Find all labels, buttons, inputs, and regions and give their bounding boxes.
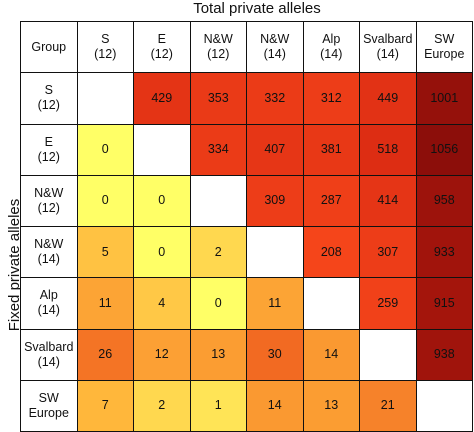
heatmap-grid: Group S (12) E (12) N&W (12) N&W (14) Alp (14… <box>20 21 473 432</box>
upper-value-cell: 449 <box>360 73 417 125</box>
empty-diagonal-cell <box>77 73 134 125</box>
lower-value-cell: 0 <box>190 278 247 330</box>
lower-value-cell: 11 <box>247 278 304 330</box>
lower-value-cell: 14 <box>303 329 360 381</box>
lower-value-cell: 0 <box>77 175 134 227</box>
lower-value-cell: 0 <box>134 175 191 227</box>
row-header: S (12) <box>21 73 78 125</box>
lower-value-cell: 7 <box>77 380 134 432</box>
upper-value-cell: 938 <box>416 329 473 381</box>
upper-value-cell: 407 <box>247 124 304 176</box>
empty-diagonal-cell <box>416 380 473 432</box>
empty-diagonal-cell <box>303 278 360 330</box>
column-header: N&W (12) <box>190 22 247 74</box>
upper-value-cell: 1001 <box>416 73 473 125</box>
upper-value-cell: 381 <box>303 124 360 176</box>
empty-diagonal-cell <box>360 329 417 381</box>
row-header: Alp (14) <box>21 278 78 330</box>
empty-diagonal-cell <box>190 175 247 227</box>
upper-value-cell: 915 <box>416 278 473 330</box>
upper-value-cell: 958 <box>416 175 473 227</box>
lower-value-cell: 30 <box>247 329 304 381</box>
row-header: Svalbard (14) <box>21 329 78 381</box>
corner-label: Group <box>21 22 78 74</box>
column-header: SW Europe <box>416 22 473 74</box>
lower-value-cell: 12 <box>134 329 191 381</box>
lower-value-cell: 4 <box>134 278 191 330</box>
upper-value-cell: 518 <box>360 124 417 176</box>
column-header: Svalbard (14) <box>360 22 417 74</box>
lower-value-cell: 11 <box>77 278 134 330</box>
upper-value-cell: 334 <box>190 124 247 176</box>
upper-value-cell: 332 <box>247 73 304 125</box>
upper-value-cell: 414 <box>360 175 417 227</box>
upper-value-cell: 307 <box>360 227 417 279</box>
upper-value-cell: 208 <box>303 227 360 279</box>
upper-value-cell: 429 <box>134 73 191 125</box>
column-header: E (12) <box>134 22 191 74</box>
lower-value-cell: 2 <box>134 380 191 432</box>
lower-value-cell: 13 <box>190 329 247 381</box>
column-header: Alp (14) <box>303 22 360 74</box>
upper-value-cell: 259 <box>360 278 417 330</box>
lower-value-cell: 13 <box>303 380 360 432</box>
upper-value-cell: 933 <box>416 227 473 279</box>
lower-value-cell: 5 <box>77 227 134 279</box>
row-header: N&W (12) <box>21 175 78 227</box>
upper-value-cell: 309 <box>247 175 304 227</box>
upper-value-cell: 312 <box>303 73 360 125</box>
empty-diagonal-cell <box>247 227 304 279</box>
row-header: N&W (14) <box>21 227 78 279</box>
lower-value-cell: 14 <box>247 380 304 432</box>
lower-value-cell: 0 <box>77 124 134 176</box>
empty-diagonal-cell <box>134 124 191 176</box>
lower-value-cell: 21 <box>360 380 417 432</box>
column-header: S (12) <box>77 22 134 74</box>
upper-value-cell: 353 <box>190 73 247 125</box>
column-header: N&W (14) <box>247 22 304 74</box>
upper-value-cell: 287 <box>303 175 360 227</box>
lower-value-cell: 0 <box>134 227 191 279</box>
lower-value-cell: 1 <box>190 380 247 432</box>
lower-value-cell: 2 <box>190 227 247 279</box>
lower-value-cell: 26 <box>77 329 134 381</box>
row-header: E (12) <box>21 124 78 176</box>
row-header: SW Europe <box>21 380 78 432</box>
upper-value-cell: 1056 <box>416 124 473 176</box>
chart-title: Total private alleles <box>193 0 321 17</box>
